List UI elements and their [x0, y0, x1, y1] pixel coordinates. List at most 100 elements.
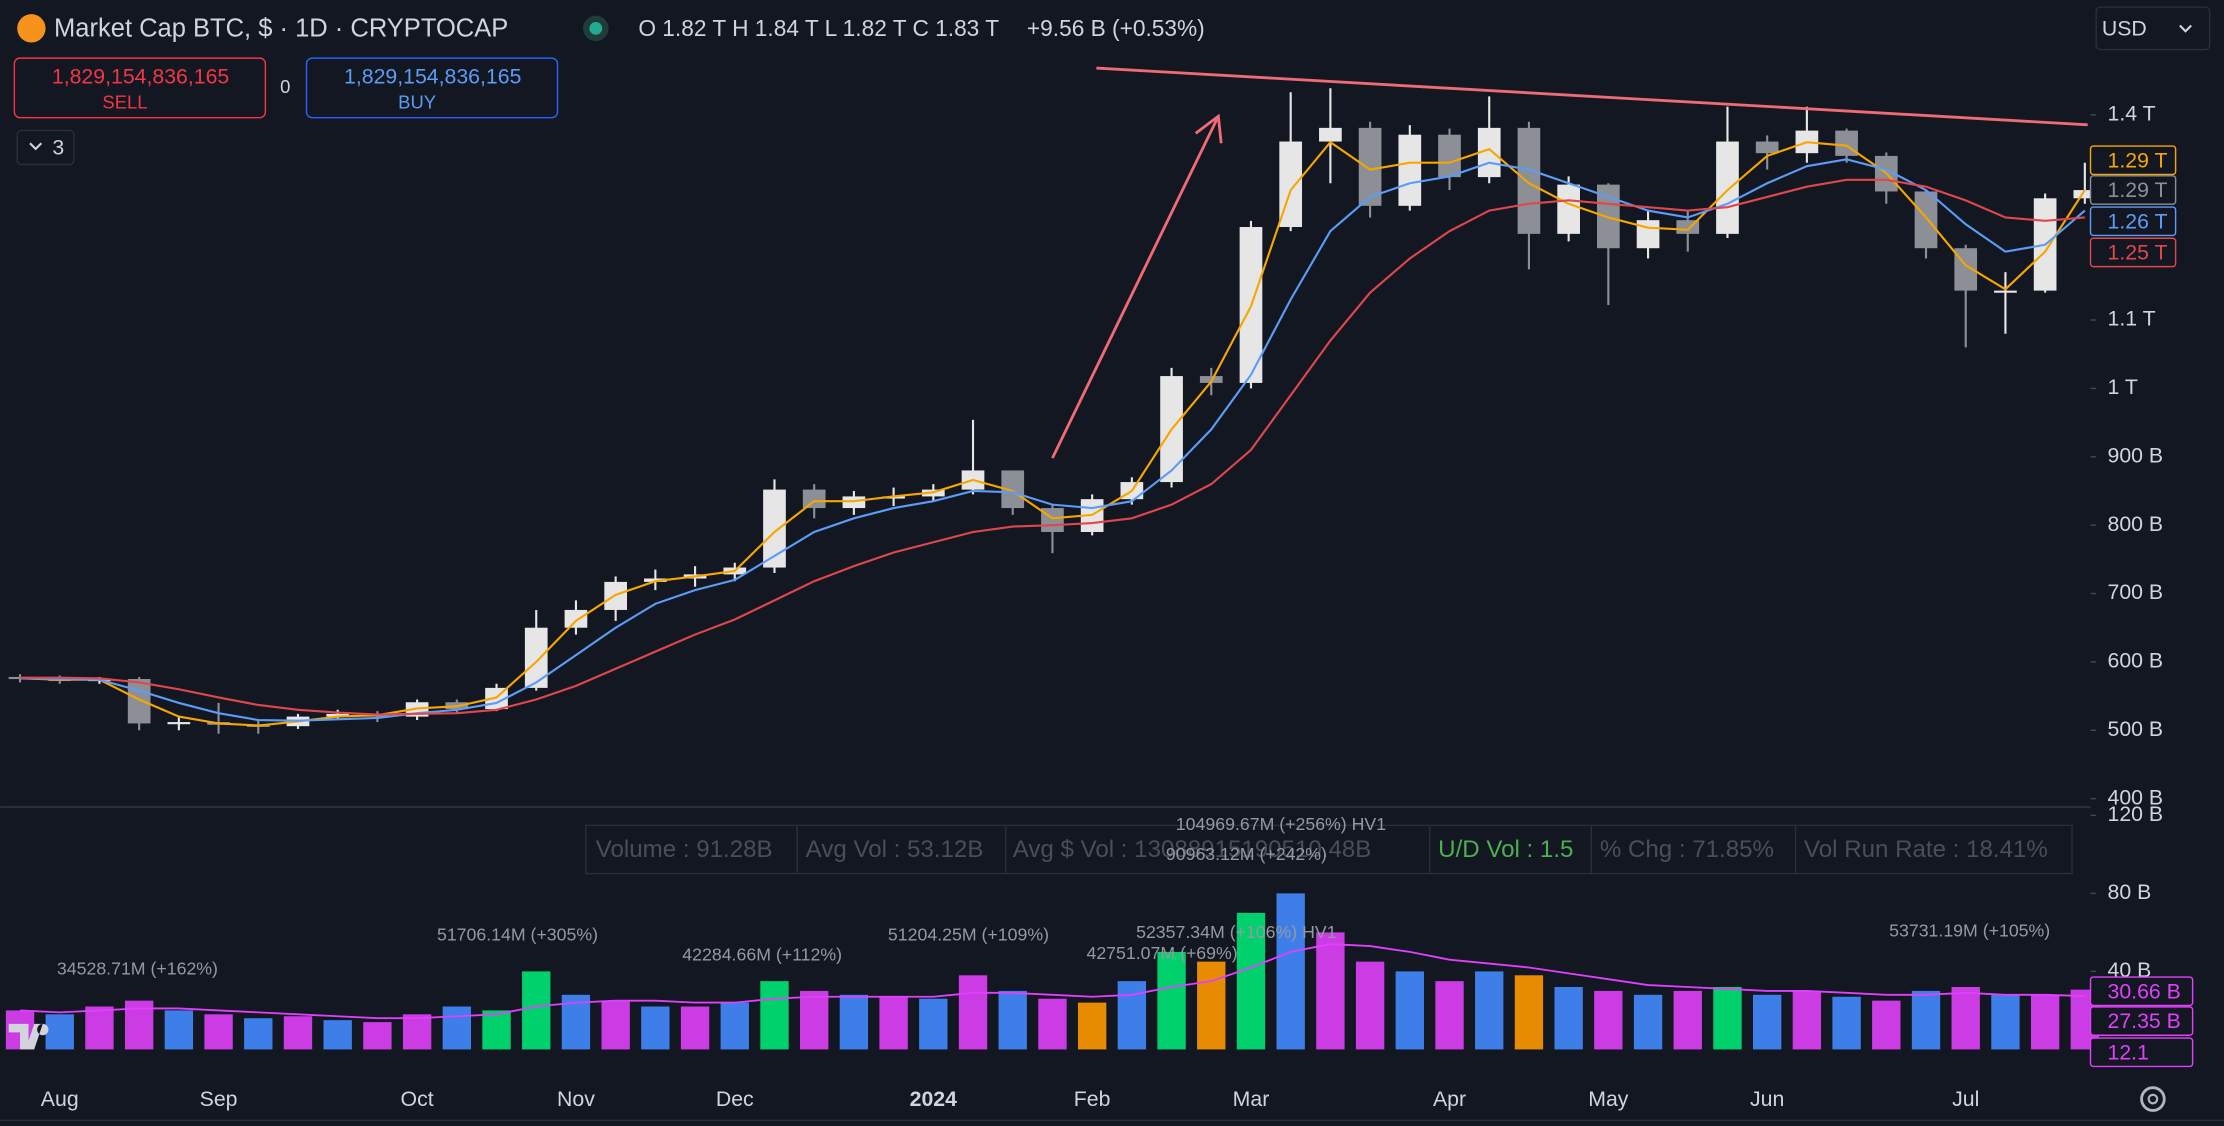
price-label: 1.25 T [2108, 240, 2168, 264]
coin-icon [17, 14, 46, 43]
volume-bar [1157, 951, 1186, 1050]
indicators-count: 3 [52, 136, 64, 160]
x-tick-label: Jun [1750, 1087, 1784, 1111]
moving-average [20, 158, 2086, 722]
volume-annotation: 104969.67M (+256%) HV1 [1176, 814, 1386, 834]
volume-bar [879, 996, 908, 1050]
volume-bar [601, 1000, 630, 1050]
y-tick-label: 500 B [2108, 717, 2164, 741]
volume-bar [402, 1014, 432, 1050]
spread: 0 [280, 76, 290, 97]
volume-annotation: 51706.14M (+305%) [437, 925, 598, 945]
volume-bar [1475, 971, 1504, 1050]
currency-select[interactable]: USD [2095, 6, 2211, 51]
x-tick-label: Dec [716, 1087, 754, 1111]
candle-body [326, 713, 350, 717]
volume-bar [1832, 996, 1861, 1050]
volume-annotation: 52357.34M (+106%) HV1 [1136, 922, 1336, 942]
candle-body [1994, 290, 2017, 293]
status-dot [589, 21, 603, 35]
candle-body [1755, 141, 1779, 154]
volume-average [19, 943, 2085, 1020]
y-tick-label: 900 B [2108, 443, 2164, 467]
volume-bar [1395, 971, 1424, 1050]
volume-bar [164, 1010, 194, 1050]
candle-body [763, 489, 786, 568]
volume-legend-cell: Volume : 91.28B [596, 836, 773, 863]
x-tick-label: 2024 [910, 1087, 957, 1111]
chart-title: Market Cap BTC, $ · 1D · CRYPTOCAP [54, 15, 508, 43]
price-label-box [2089, 175, 2177, 205]
volume-bar [1236, 912, 1266, 1050]
price-label: 1.26 T [2108, 209, 2168, 233]
volume-bar [1355, 961, 1385, 1050]
x-tick-label: Feb [1074, 1087, 1111, 1111]
volume-legend-box [585, 824, 2073, 875]
sell-price: 1,829,154,836,165 [52, 65, 229, 89]
volume-bar [363, 1022, 392, 1050]
price-label-box [2089, 145, 2177, 176]
price-label: 1.29 T [2108, 178, 2168, 202]
price-label-box [2089, 237, 2177, 268]
volume-bar [1991, 994, 2020, 1050]
volume-bar [680, 1006, 710, 1050]
volume-annotation: 90963.12M (+242%) [1166, 844, 1327, 864]
volume-label-box [2089, 1006, 2194, 1036]
candle-body [1716, 141, 1739, 234]
volume-bar [641, 1006, 670, 1050]
candle-body [1557, 184, 1580, 234]
candle-body [2073, 190, 2097, 199]
volume-bar [800, 990, 829, 1050]
volume-bar [204, 1014, 233, 1050]
volume-bar [760, 981, 789, 1050]
x-tick-label: May [1588, 1087, 1629, 1111]
gear-center [2147, 1093, 2159, 1105]
volume-bar [1792, 990, 1822, 1050]
y-tick-label: 120 B [2108, 802, 2164, 826]
indicators-toggle[interactable]: 3 [16, 129, 75, 166]
x-tick-label: Mar [1233, 1087, 1270, 1111]
volume-annotation: 34528.71M (+162%) [57, 959, 218, 979]
volume-bar [1752, 994, 1782, 1050]
sell-box[interactable] [13, 57, 267, 119]
buy-button[interactable]: 1,829,154,836,165 BUY [305, 57, 559, 119]
x-tick-label: Oct [401, 1087, 434, 1111]
candle-body [1398, 134, 1422, 206]
price-label: 1.29 T [2108, 148, 2168, 172]
volume-bar [1673, 990, 1702, 1050]
candle-body [1636, 220, 1660, 249]
settings-button[interactable] [2140, 1086, 2166, 1112]
volume-label-box [2089, 976, 2194, 1007]
x-tick-label: Apr [1433, 1087, 1466, 1111]
candle-body [127, 679, 151, 724]
y-tick-label: 800 B [2108, 512, 2164, 536]
volume-bar [85, 1006, 114, 1050]
volume-bar [1554, 987, 1583, 1050]
volume-bar [1872, 1000, 1901, 1050]
volume-bar [482, 1010, 511, 1050]
logo [8, 1023, 49, 1050]
volume-bar [45, 1014, 74, 1050]
currency-box[interactable] [2095, 6, 2211, 51]
volume-bar [1435, 981, 1464, 1050]
volume-legend-cell: % Chg : 71.85% [1600, 836, 1774, 863]
x-tick-label: Nov [557, 1087, 595, 1111]
price-label-box [2089, 206, 2177, 237]
candle-body [167, 722, 191, 725]
volume-bar [1197, 961, 1226, 1050]
y-tick-label: 700 B [2108, 580, 2164, 604]
plot-area: 1.4 T 1.1 T 1 T 900 B 800 B 700 B 600 B 500 B 40… [5, 88, 2194, 1111]
sell-button[interactable]: 1,829,154,836,165 SELL [13, 57, 267, 119]
change: +9.56 B (+0.53%) [1027, 15, 1205, 41]
gear-icon[interactable] [2140, 1086, 2166, 1112]
volume-legend-cell: U/D Vol : 1.5 [1438, 836, 1573, 863]
candle-body [802, 489, 826, 509]
indicators-box[interactable] [16, 129, 75, 166]
volume-bar [1911, 990, 1941, 1050]
buy-label: BUY [398, 91, 436, 112]
candle-body [1438, 134, 1461, 178]
buy-box[interactable] [305, 57, 559, 119]
x-tick-label: Jul [1952, 1087, 1979, 1111]
volume-annotation: 51204.25M (+109%) [888, 925, 1049, 945]
